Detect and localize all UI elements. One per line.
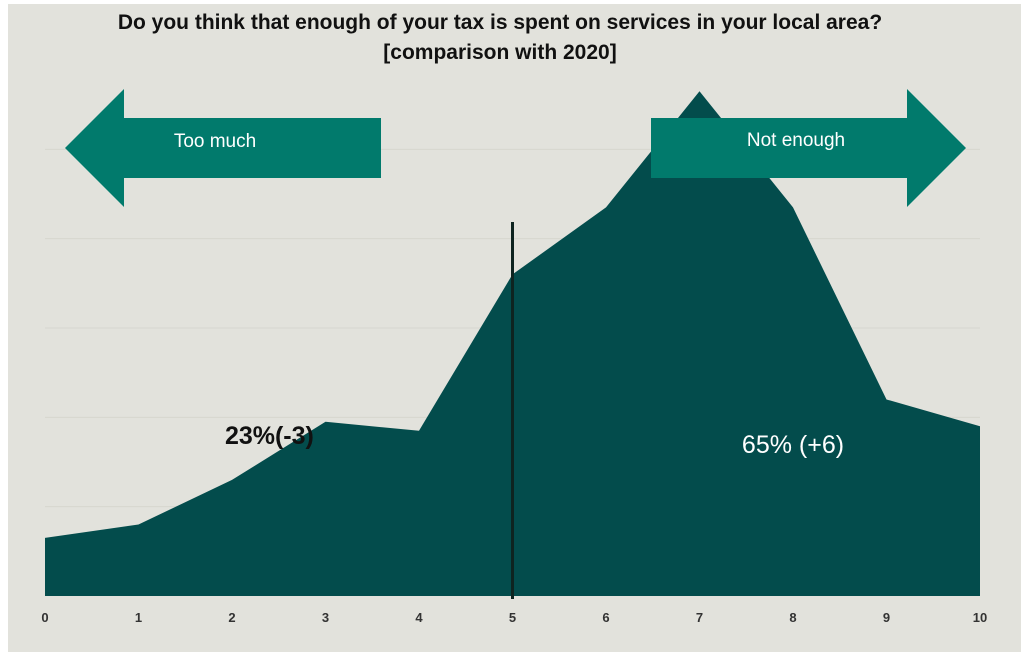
x-tick-label: 2: [228, 610, 235, 625]
x-tick-label: 3: [322, 610, 329, 625]
x-tick-label: 9: [883, 610, 890, 625]
x-tick-label: 5: [509, 610, 516, 625]
not-enough-arrow: Not enough: [651, 89, 966, 207]
x-tick-label: 4: [415, 610, 423, 625]
not-enough-label: Not enough: [747, 130, 845, 151]
too-much-arrow: Too much: [65, 89, 381, 207]
annotations: 23%(-3) 65% (+6): [225, 422, 844, 459]
x-tick-label: 0: [41, 610, 48, 625]
too-much-share-label: 23%(-3): [225, 422, 314, 450]
x-axis-ticks: 0 1 2 3 4 5 6 7 8 9 10: [41, 610, 987, 625]
left-arrow-icon: [65, 89, 381, 207]
x-tick-label: 6: [602, 610, 609, 625]
x-tick-label: 7: [696, 610, 703, 625]
x-tick-label: 10: [973, 610, 987, 625]
x-tick-label: 8: [789, 610, 796, 625]
too-much-label: Too much: [174, 131, 256, 152]
right-arrow-icon: [651, 89, 966, 207]
x-tick-label: 1: [135, 610, 142, 625]
not-enough-share-label: 65% (+6): [742, 431, 844, 459]
chart-title: Do you think that enough of your tax is …: [117, 11, 883, 64]
